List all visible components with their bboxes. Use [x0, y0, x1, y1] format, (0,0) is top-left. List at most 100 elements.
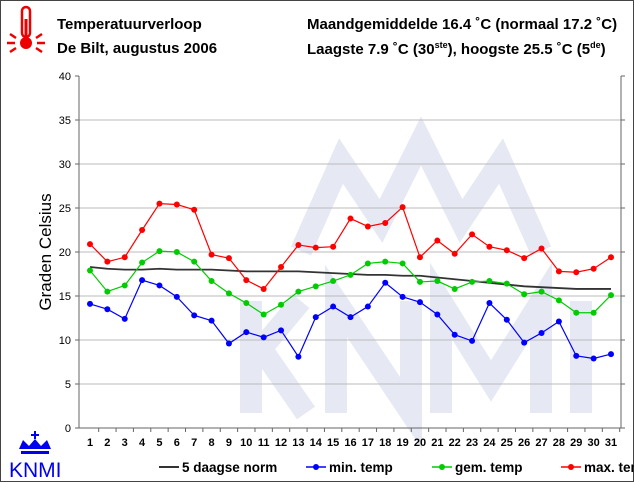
data-point-gem [608, 292, 614, 299]
x-tick-label: 12 [275, 437, 287, 449]
knmi-logo-text: KNMI [9, 459, 62, 479]
data-point-gem [104, 288, 111, 295]
y-tick-label: 30 [59, 159, 71, 171]
x-tick-label: 13 [292, 437, 304, 449]
data-point-min [330, 303, 337, 310]
data-point-min [469, 337, 476, 344]
data-point-max [573, 269, 580, 276]
data-point-min [208, 317, 215, 324]
x-tick-label: 16 [344, 437, 356, 449]
data-point-gem [521, 291, 528, 298]
data-point-min [260, 334, 267, 341]
data-point-min [590, 355, 597, 362]
x-tick-label: 17 [362, 437, 374, 449]
thermometer-icon [7, 5, 45, 54]
data-point-max [364, 223, 371, 230]
y-axis-label: Graden Celsius [36, 193, 55, 310]
x-tick-label: 9 [226, 437, 232, 449]
data-point-min [243, 329, 250, 336]
y-tick-label: 25 [59, 203, 71, 215]
data-point-gem [191, 258, 198, 265]
data-point-max [416, 254, 423, 261]
x-tick-label: 5 [156, 437, 162, 449]
data-point-min [555, 318, 562, 325]
data-point-gem [382, 258, 389, 265]
legend-item-min: min. temp [306, 460, 393, 475]
data-point-max [243, 277, 250, 284]
data-point-min [295, 353, 302, 360]
x-tick-label: 21 [431, 437, 443, 449]
monthly-average: Maandgemiddelde 16.4 ˚C (normaal 17.2 ˚C… [307, 16, 618, 33]
data-point-min [121, 315, 128, 322]
data-point-max [451, 250, 458, 257]
data-point-max [608, 254, 614, 261]
watermark-crown [290, 116, 552, 256]
legend-item-norm: 5 daagse norm [159, 460, 277, 475]
data-point-max [555, 268, 562, 275]
data-point-gem [538, 288, 545, 295]
y-tick-label: 40 [59, 71, 71, 83]
data-point-min [312, 314, 319, 321]
high-sup: de [590, 40, 601, 50]
x-tick-label: 23 [466, 437, 478, 449]
data-point-gem [416, 278, 423, 285]
data-point-min [87, 300, 93, 307]
data-point-gem [399, 260, 406, 267]
data-point-gem [295, 288, 302, 295]
data-point-min [573, 352, 580, 359]
x-tick-label: 2 [104, 437, 110, 449]
data-point-gem [451, 285, 458, 292]
legend-label: max. temp [584, 460, 634, 475]
data-point-gem [173, 249, 180, 255]
x-tick-label: 14 [310, 437, 323, 449]
data-point-min [173, 293, 180, 300]
data-point-max [295, 241, 302, 248]
data-point-gem [573, 309, 580, 316]
data-point-gem [87, 267, 93, 274]
data-point-gem [364, 260, 371, 267]
legend-label: 5 daagse norm [182, 460, 277, 475]
chart-title: Temperatuurverloop [57, 16, 202, 33]
x-tick-label: 27 [535, 437, 547, 449]
legend-marker [568, 464, 574, 470]
x-tick-label: 20 [414, 437, 426, 449]
data-point-max [503, 247, 510, 254]
data-point-gem [121, 282, 128, 289]
low-text: Laagste 7.9 ˚C (30 [307, 41, 435, 58]
legend-marker [313, 464, 319, 470]
y-tick-label: 5 [65, 379, 71, 391]
extremes-text: Laagste 7.9 ˚C (30ste), hoogste 25.5 ˚C … [307, 40, 606, 58]
knmi-watermark [240, 116, 592, 450]
data-point-min [451, 331, 458, 338]
x-tick-label: 10 [240, 437, 252, 449]
x-tick-label: 26 [518, 437, 530, 449]
data-point-min [503, 316, 510, 323]
data-point-max [521, 255, 528, 262]
data-point-max [538, 245, 545, 252]
legend-marker [439, 464, 445, 470]
x-tick-label: 8 [209, 437, 215, 449]
high-end: ) [600, 41, 606, 58]
data-point-min [364, 303, 371, 310]
data-point-min [608, 351, 614, 358]
y-tick-label: 20 [59, 247, 71, 259]
data-point-gem [139, 259, 146, 266]
data-point-max [87, 241, 93, 248]
data-point-gem [503, 280, 510, 287]
x-tick-label: 3 [122, 437, 128, 449]
x-tick-label: 22 [449, 437, 461, 449]
data-point-max [330, 243, 337, 250]
x-tick-label: 7 [191, 437, 197, 449]
legend-label: gem. temp [455, 460, 523, 475]
data-point-gem [208, 278, 215, 285]
data-point-min [399, 293, 406, 300]
data-point-max [139, 227, 146, 233]
data-point-min [521, 339, 528, 346]
watermark-letter-m [430, 262, 552, 413]
x-tick-label: 1 [87, 437, 93, 449]
data-point-max [121, 254, 128, 261]
data-point-min [156, 282, 163, 289]
data-point-max [104, 258, 111, 265]
